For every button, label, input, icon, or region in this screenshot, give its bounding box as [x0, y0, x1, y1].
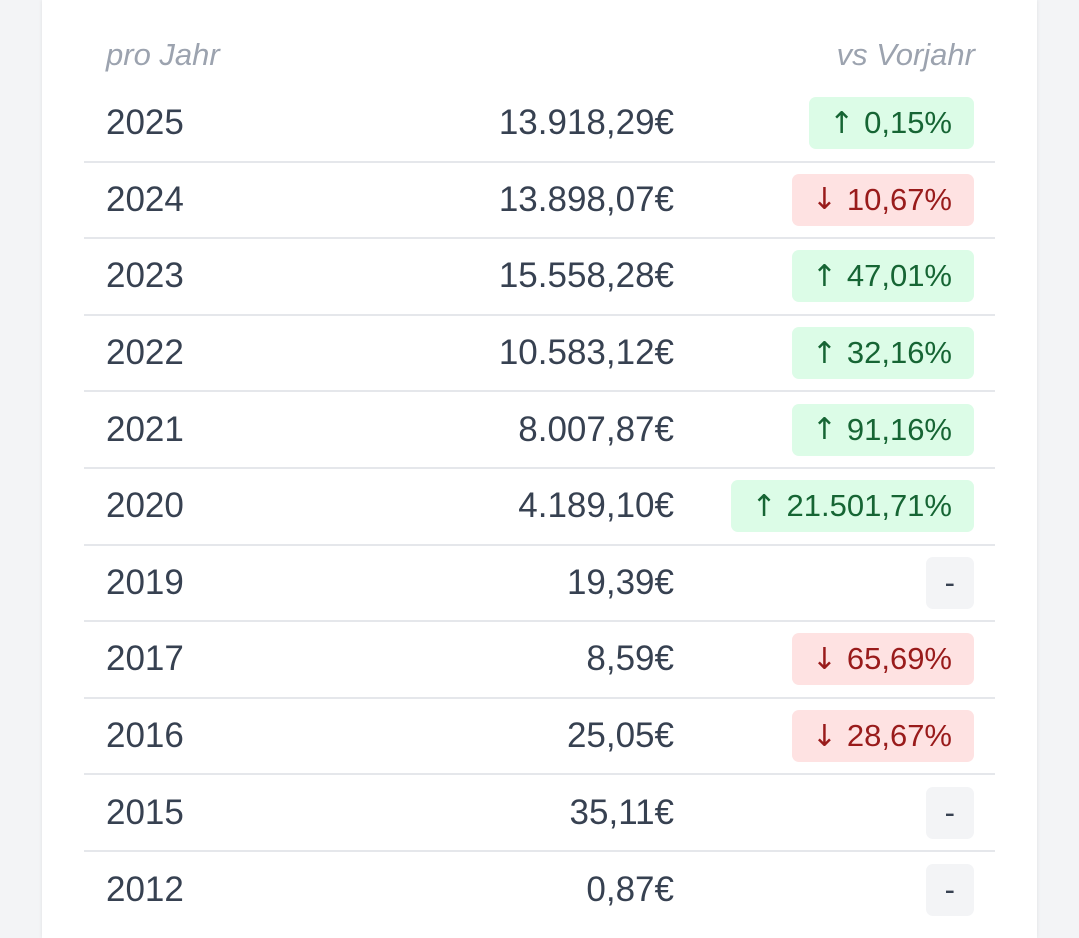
change-badge: -	[925, 556, 974, 609]
yearly-summary-card: pro Jahr vs Vorjahr 2025 13.918,29€ ↑ 0,15%…	[42, 0, 1037, 938]
amount-cell: 4.189,10€	[518, 486, 674, 526]
table-header: pro Jahr vs Vorjahr	[84, 24, 995, 86]
year-cell: 2019	[106, 562, 184, 602]
table-body: 2025 13.918,29€ ↑ 0,15% 2024 13.898,07€ ↓ 10,67…	[84, 86, 995, 929]
table-row: 2020 4.189,10€ ↑ 21.501,71%	[84, 469, 995, 546]
change-value: -	[944, 872, 955, 908]
amount-cell: 19,39€	[566, 562, 674, 602]
change-badge: ↓ 28,67%	[791, 710, 974, 763]
change-badge: -	[925, 786, 974, 839]
year-cell: 2024	[106, 179, 184, 219]
change-value: 65,69%	[846, 641, 952, 677]
table-row: 2012 0,87€ -	[84, 852, 995, 929]
amount-cell: 13.918,29€	[498, 103, 674, 143]
change-badge: ↓ 65,69%	[791, 633, 974, 686]
change-badge: ↑ 32,16%	[791, 327, 974, 380]
amount-cell: 8.007,87€	[518, 409, 674, 449]
change-badge: ↓ 10,67%	[791, 173, 974, 226]
amount-cell: 10.583,12€	[498, 333, 674, 373]
change-value: 21.501,71%	[786, 488, 952, 524]
change-badge: ↑ 0,15%	[808, 97, 974, 150]
change-value: 28,67%	[846, 718, 952, 754]
year-cell: 2025	[106, 103, 184, 143]
change-value: 91,16%	[846, 411, 952, 447]
amount-cell: 0,87€	[586, 870, 674, 910]
table-row: 2024 13.898,07€ ↓ 10,67%	[84, 163, 995, 240]
change-value: -	[944, 794, 955, 830]
amount-cell: 13.898,07€	[498, 179, 674, 219]
arrow-up-icon: ↑	[828, 105, 855, 141]
change-value: 10,67%	[846, 181, 952, 217]
change-badge: ↑ 91,16%	[791, 403, 974, 456]
table-row: 2022 10.583,12€ ↑ 32,16%	[84, 316, 995, 393]
header-vs-previous-year: vs Vorjahr	[836, 37, 975, 72]
change-value: 32,16%	[846, 335, 952, 371]
change-value: 0,15%	[864, 105, 952, 141]
year-cell: 2020	[106, 486, 184, 526]
arrow-up-icon: ↑	[811, 335, 837, 371]
amount-cell: 8,59€	[586, 639, 674, 679]
year-cell: 2022	[106, 333, 184, 373]
year-cell: 2023	[106, 256, 184, 296]
table-row: 2016 25,05€ ↓ 28,67%	[84, 699, 995, 776]
table-row: 2017 8,59€ ↓ 65,69%	[84, 622, 995, 699]
change-value: -	[944, 564, 955, 600]
year-cell: 2015	[106, 792, 184, 832]
table-row: 2025 13.918,29€ ↑ 0,15%	[84, 86, 995, 163]
year-cell: 2012	[106, 870, 184, 910]
change-value: 47,01%	[846, 258, 952, 294]
amount-cell: 15.558,28€	[498, 256, 674, 296]
table-row: 2019 19,39€ -	[84, 546, 995, 623]
arrow-down-icon: ↓	[811, 718, 837, 754]
year-cell: 2021	[106, 409, 184, 449]
amount-cell: 25,05€	[566, 716, 674, 756]
arrow-down-icon: ↓	[811, 641, 837, 677]
change-badge: -	[925, 864, 974, 917]
table-row: 2015 35,11€ -	[84, 775, 995, 852]
arrow-down-icon: ↓	[811, 182, 837, 218]
arrow-up-icon: ↑	[811, 412, 837, 448]
change-badge: ↑ 47,01%	[791, 250, 974, 303]
change-badge: ↑ 21.501,71%	[731, 480, 974, 533]
header-per-year: pro Jahr	[106, 37, 220, 72]
table-row: 2021 8.007,87€ ↑ 91,16%	[84, 392, 995, 469]
arrow-up-icon: ↑	[751, 488, 777, 524]
table-row: 2023 15.558,28€ ↑ 47,01%	[84, 239, 995, 316]
yearly-table: pro Jahr vs Vorjahr 2025 13.918,29€ ↑ 0,15%…	[84, 24, 995, 929]
year-cell: 2017	[106, 639, 184, 679]
year-cell: 2016	[106, 716, 184, 756]
amount-cell: 35,11€	[569, 792, 674, 832]
arrow-up-icon: ↑	[811, 258, 837, 294]
